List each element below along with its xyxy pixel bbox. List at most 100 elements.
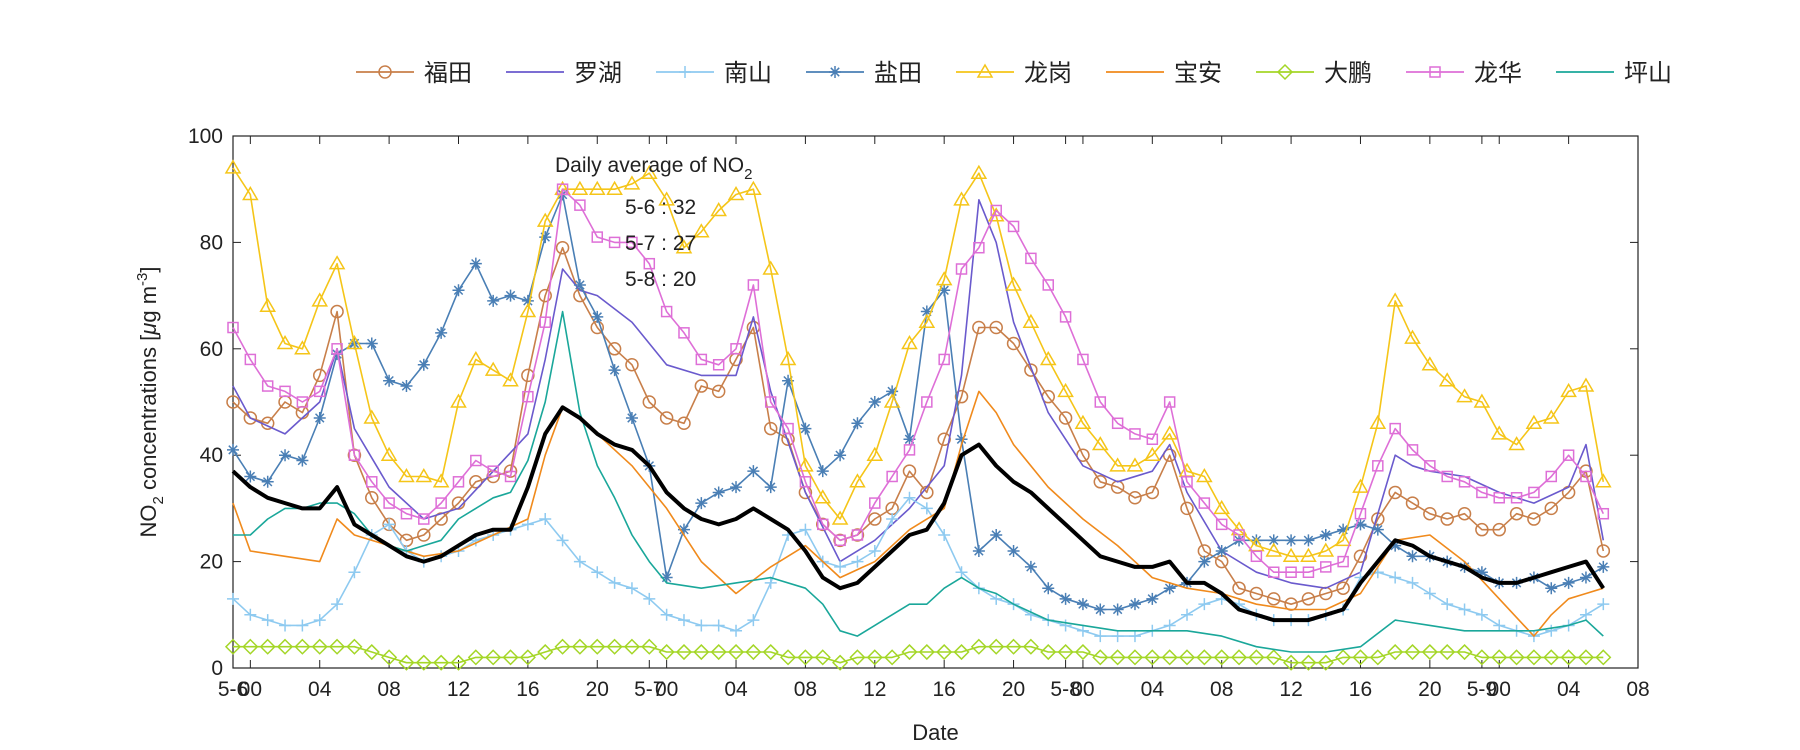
circle-marker bbox=[868, 512, 882, 526]
square-marker bbox=[435, 497, 447, 509]
square-marker bbox=[608, 236, 621, 249]
diamond-marker bbox=[606, 638, 623, 655]
asterisk-marker bbox=[296, 454, 309, 467]
diamond-marker bbox=[641, 638, 658, 655]
x-tick-label: 20 bbox=[586, 678, 609, 701]
circle-marker bbox=[469, 475, 483, 489]
square-marker bbox=[1285, 566, 1297, 578]
triangle-marker bbox=[1560, 382, 1577, 398]
diamond-marker bbox=[415, 654, 432, 671]
triangle-marker bbox=[1490, 425, 1508, 440]
x-tick-label: 00 bbox=[1488, 678, 1511, 701]
triangle-marker bbox=[935, 271, 953, 286]
circle-marker bbox=[1544, 501, 1559, 516]
square-marker bbox=[1493, 492, 1505, 504]
asterisk-marker bbox=[1198, 555, 1211, 568]
diamond-marker bbox=[450, 654, 467, 671]
triangle-marker bbox=[1126, 457, 1144, 472]
series-龙华 bbox=[227, 183, 1610, 578]
square-marker bbox=[1250, 550, 1263, 563]
triangle-marker bbox=[1213, 499, 1231, 515]
diamond-marker bbox=[797, 649, 814, 666]
triangle-marker bbox=[398, 467, 415, 483]
legend-label: 罗湖 bbox=[574, 60, 622, 87]
square-marker bbox=[817, 518, 829, 531]
square-marker bbox=[921, 396, 933, 408]
asterisk-marker bbox=[1579, 571, 1592, 584]
series-罗湖 bbox=[232, 199, 1605, 590]
circle-marker bbox=[1024, 363, 1038, 377]
diamond-marker bbox=[1456, 643, 1473, 661]
series-line bbox=[231, 405, 1605, 623]
series-line bbox=[232, 167, 1605, 558]
square-marker bbox=[1597, 507, 1610, 520]
plus-marker bbox=[955, 566, 968, 579]
legend-item: 大鹏 bbox=[1256, 60, 1372, 87]
asterisk-marker bbox=[1285, 534, 1298, 547]
diamond-marker bbox=[1387, 643, 1404, 661]
asterisk-marker bbox=[1319, 529, 1332, 541]
asterisk-marker bbox=[1128, 598, 1141, 611]
y-axis-title-part: concentrations [ bbox=[136, 335, 161, 496]
asterisk-marker bbox=[886, 385, 899, 398]
plus-marker bbox=[279, 619, 292, 632]
asterisk-marker bbox=[573, 278, 586, 291]
square-marker bbox=[1129, 428, 1141, 440]
triangle-marker bbox=[1039, 350, 1057, 366]
triangle-marker bbox=[1161, 425, 1178, 440]
square-marker bbox=[418, 513, 430, 525]
square-marker bbox=[261, 380, 274, 392]
series-line bbox=[232, 188, 1605, 574]
plus-marker bbox=[660, 608, 673, 621]
diamond-marker bbox=[554, 638, 571, 655]
square-marker bbox=[834, 534, 846, 547]
triangle-marker bbox=[1334, 531, 1352, 547]
circle-marker bbox=[1440, 512, 1454, 526]
y-axis-title-part: 2 bbox=[150, 496, 167, 504]
square-marker bbox=[747, 279, 760, 291]
plus-marker bbox=[521, 518, 534, 531]
triangle-marker bbox=[1352, 478, 1369, 493]
square-marker bbox=[487, 465, 499, 477]
circle-marker bbox=[902, 464, 917, 478]
square-marker bbox=[1510, 492, 1523, 504]
circle-marker bbox=[243, 411, 258, 425]
square-marker bbox=[1389, 422, 1401, 435]
series-大鹏 bbox=[224, 638, 1612, 671]
circle-marker bbox=[538, 288, 552, 303]
square-marker bbox=[1528, 486, 1540, 499]
diamond-marker bbox=[658, 643, 675, 661]
diamond-marker bbox=[1230, 649, 1248, 666]
circle-marker bbox=[1093, 475, 1108, 489]
legend-label: 大鹏 bbox=[1324, 60, 1372, 87]
triangle-marker bbox=[953, 191, 970, 206]
plus-marker bbox=[643, 592, 656, 605]
diamond-marker bbox=[381, 649, 398, 666]
triangle-marker bbox=[311, 292, 329, 307]
triangle-marker bbox=[1542, 409, 1560, 424]
square-marker bbox=[452, 476, 465, 488]
annotation-line: 5-6 : 32 bbox=[625, 196, 696, 219]
diamond-marker bbox=[849, 649, 866, 666]
series-line bbox=[232, 193, 1604, 611]
y-tick-label: 60 bbox=[200, 338, 223, 361]
diamond-marker bbox=[1335, 649, 1352, 666]
square-marker bbox=[1267, 566, 1280, 578]
circle-marker bbox=[1232, 581, 1246, 595]
diamond-marker bbox=[1473, 649, 1490, 666]
diamond-marker bbox=[1213, 649, 1230, 666]
legend-label: 福田 bbox=[424, 60, 472, 87]
plus-marker bbox=[556, 534, 569, 547]
diamond-marker bbox=[502, 649, 519, 666]
triangle-marker bbox=[1595, 473, 1612, 488]
square-marker bbox=[383, 497, 395, 509]
square-marker bbox=[400, 507, 413, 520]
legend-label: 盐田 bbox=[874, 60, 922, 87]
diamond-marker bbox=[1126, 649, 1144, 666]
x-tick-label: 04 bbox=[308, 678, 332, 701]
asterisk-marker bbox=[730, 481, 743, 494]
square-marker bbox=[1163, 396, 1176, 408]
x-tick-label: 08 bbox=[1210, 678, 1233, 701]
square-marker bbox=[712, 359, 725, 371]
triangle-marker bbox=[328, 255, 346, 270]
